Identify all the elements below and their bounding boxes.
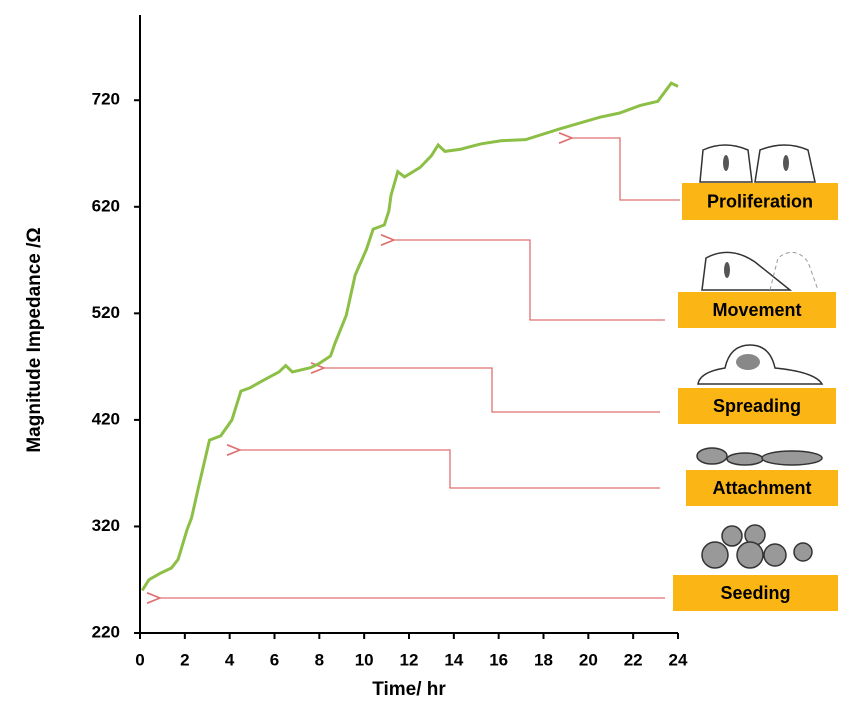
x-tick-label: 4 (225, 650, 235, 669)
y-tick-label: 620 (92, 196, 120, 215)
y-tick-label: 720 (92, 90, 120, 109)
chart: Magnitude Impedance /Ω Time/ hr 22032042… (0, 0, 848, 713)
x-tick-label: 16 (489, 650, 508, 669)
y-tick-label: 520 (92, 303, 120, 322)
y-tick-label: 320 (92, 516, 120, 535)
annotation: Attachment (712, 478, 811, 498)
x-tick-label: 6 (270, 650, 279, 669)
data-line (142, 83, 678, 590)
x-tick-label: 10 (355, 650, 374, 669)
x-tick-label: 24 (669, 650, 688, 669)
x-tick-label: 18 (534, 650, 553, 669)
y-tick-label: 420 (92, 409, 120, 428)
y-axis-title: Magnitude Impedance /Ω (24, 227, 45, 452)
x-tick-label: 0 (135, 650, 144, 669)
x-tick-label: 20 (579, 650, 598, 669)
x-tick-label: 12 (400, 650, 419, 669)
annotation: Spreading (713, 396, 801, 416)
arrows (160, 138, 680, 598)
annotation: Proliferation (707, 191, 813, 211)
x-tick-label: 22 (624, 650, 643, 669)
x-axis-title: Time/ hr (372, 679, 446, 700)
x-tick-label: 14 (444, 650, 463, 669)
x-tick-label: 2 (180, 650, 189, 669)
annotation: Seeding (720, 583, 790, 603)
y-tick-label: 220 (92, 622, 120, 641)
annotation: Movement (712, 300, 801, 320)
x-tick-label: 8 (315, 650, 324, 669)
